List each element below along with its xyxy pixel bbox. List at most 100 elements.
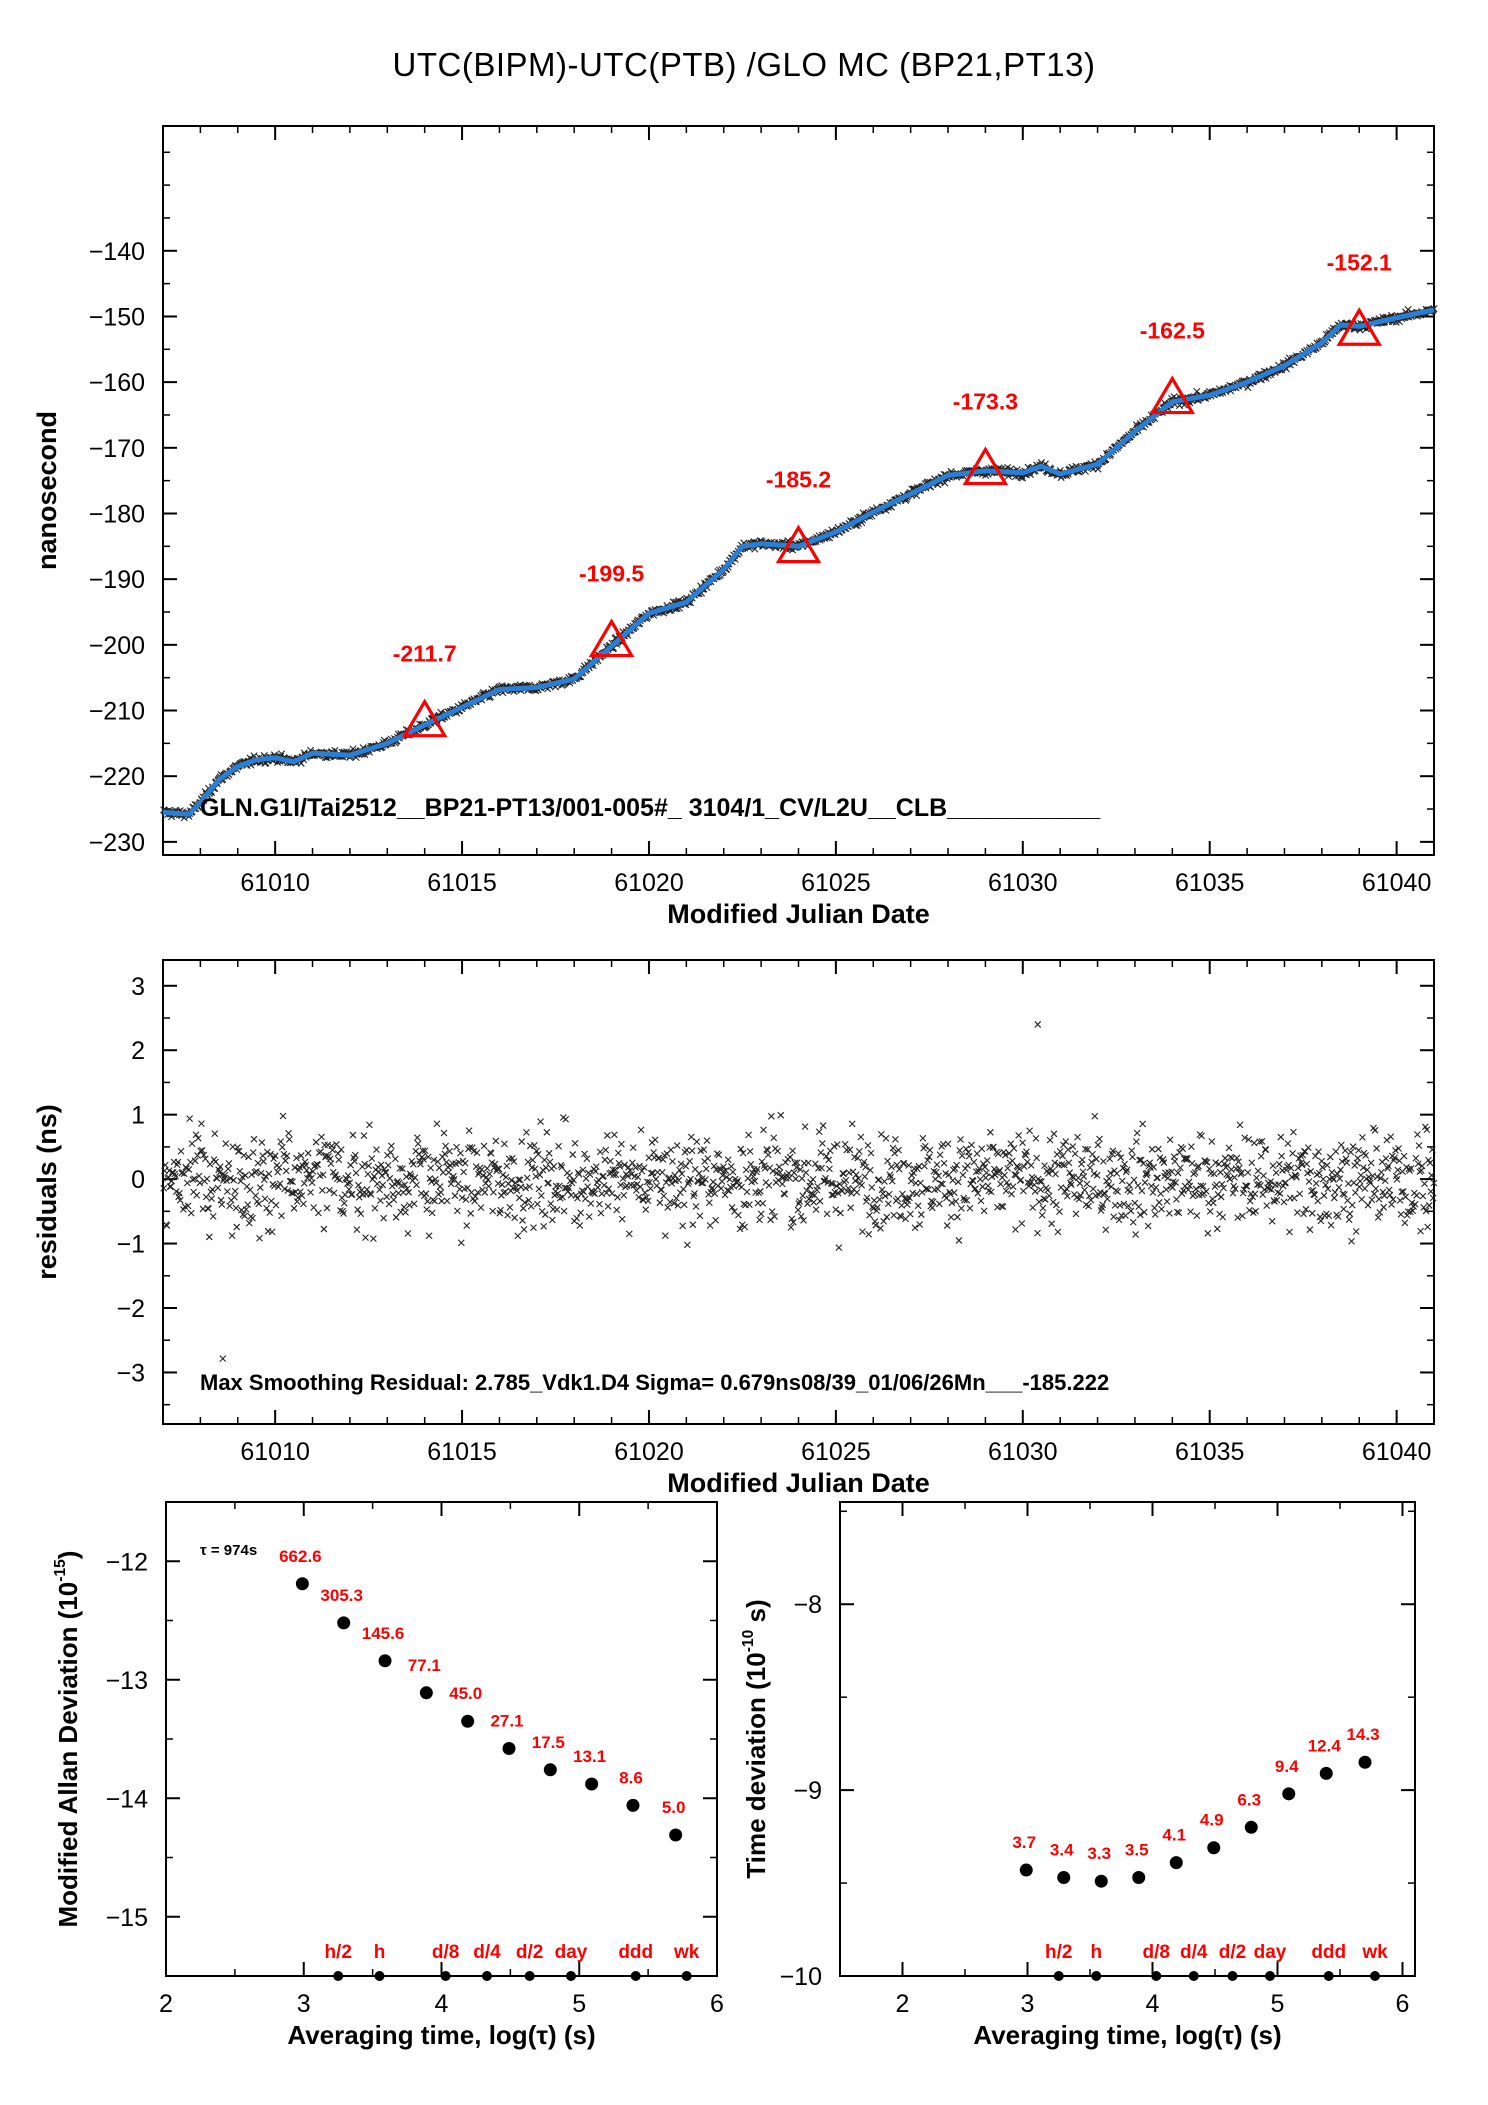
residual-point <box>245 1219 253 1227</box>
residual-point <box>489 1207 497 1215</box>
residual-point <box>1008 1190 1015 1198</box>
residual-point <box>1322 1181 1329 1189</box>
residual-point <box>518 1138 526 1145</box>
main-plot: 61010 61015 61020 61025 61030 61035 61040 −230 −… <box>32 125 1438 929</box>
residual-point <box>977 1197 985 1205</box>
deviation-point <box>1358 1755 1372 1769</box>
residual-point <box>536 1171 544 1179</box>
residual-point <box>188 1140 196 1147</box>
residual-point <box>399 1165 406 1173</box>
residual-point <box>882 1135 890 1142</box>
residual-point <box>1149 1189 1157 1196</box>
residual-point <box>430 1156 438 1164</box>
residual-point <box>1362 1152 1370 1159</box>
residual-point <box>361 1160 369 1168</box>
deviation-value-label: 4.9 <box>1200 1811 1224 1830</box>
residual-point <box>1336 1175 1344 1182</box>
residual-point <box>258 1139 266 1146</box>
residual-point <box>1327 1221 1335 1229</box>
residual-point <box>757 1210 765 1218</box>
residual-point <box>781 1190 789 1198</box>
deviation-value-label: 45.0 <box>449 1684 482 1703</box>
residual-point <box>1045 1169 1052 1177</box>
residual-point <box>357 1210 365 1218</box>
residual-point <box>802 1169 810 1177</box>
residual-point <box>848 1120 856 1128</box>
residual-point <box>695 1170 703 1177</box>
residual-point <box>1202 1158 1209 1166</box>
residual-point <box>382 1169 390 1176</box>
deviation-point <box>461 1714 475 1728</box>
y-tick-label: −2 <box>116 1295 145 1323</box>
residual-point <box>477 1204 485 1211</box>
residual-point <box>1389 1195 1397 1203</box>
residual-point <box>1323 1161 1331 1169</box>
residual-point <box>201 1155 209 1163</box>
residual-point <box>1004 1164 1012 1172</box>
residual-point <box>352 1169 360 1177</box>
residual-point <box>963 1196 971 1204</box>
time-marker-label: h <box>374 1942 386 1963</box>
residual-point <box>266 1209 274 1217</box>
residual-point <box>304 1149 312 1157</box>
residual-point <box>260 1158 267 1165</box>
residual-point <box>1046 1136 1054 1144</box>
residual-point <box>576 1222 584 1229</box>
residual-point <box>259 1152 267 1160</box>
residual-point <box>276 1180 284 1187</box>
residual-point <box>363 1185 371 1193</box>
residual-point <box>1312 1152 1319 1160</box>
residual-point <box>345 1185 353 1193</box>
residual-point <box>1335 1184 1343 1191</box>
residual-point <box>737 1145 745 1153</box>
residual-point <box>1099 1201 1107 1209</box>
residual-point <box>865 1230 873 1238</box>
residual-point <box>1224 1172 1232 1180</box>
residual-point <box>1018 1220 1026 1227</box>
residual-point <box>160 1184 168 1192</box>
residual-point <box>570 1176 577 1184</box>
residual-point <box>917 1211 925 1218</box>
residual-point <box>1209 1199 1217 1207</box>
residual-point <box>1324 1185 1332 1193</box>
residual-point <box>1107 1169 1114 1177</box>
time-marker-label: day <box>555 1942 588 1963</box>
residual-point <box>1027 1179 1034 1187</box>
residual-point <box>983 1169 990 1177</box>
residual-point <box>339 1207 347 1215</box>
residual-point <box>793 1159 801 1166</box>
residual-point <box>704 1155 712 1162</box>
deviation-point <box>337 1616 351 1630</box>
residual-point <box>1257 1152 1265 1160</box>
residual-point <box>1319 1175 1327 1183</box>
deviation-point <box>1207 1841 1221 1855</box>
y-tick-label: 1 <box>131 1102 145 1130</box>
reference-marker <box>1336 307 1383 346</box>
residual-point <box>439 1169 447 1176</box>
residual-point <box>557 1161 565 1169</box>
residual-point <box>534 1200 541 1208</box>
residual-point <box>1134 1182 1142 1189</box>
time-marker-label: h/2 <box>324 1942 351 1963</box>
residual-point <box>503 1162 511 1170</box>
residual-point <box>216 1169 223 1176</box>
residual-point <box>1218 1180 1226 1188</box>
residual-point <box>1411 1200 1419 1208</box>
residual-point <box>770 1134 778 1142</box>
residual-point <box>711 1190 719 1198</box>
residual-point <box>1315 1148 1322 1156</box>
residual-point <box>383 1193 391 1201</box>
residual-point <box>669 1157 676 1165</box>
residual-point <box>614 1149 622 1157</box>
residual-point <box>1256 1138 1264 1146</box>
residual-point <box>969 1177 977 1185</box>
residual-point <box>612 1171 620 1179</box>
x-axis-label: Modified Julian Date <box>667 1468 930 1498</box>
residual-point <box>171 1170 179 1178</box>
residual-point <box>643 1193 650 1201</box>
residual-point <box>906 1210 914 1218</box>
tau-note: τ = 974s <box>200 1542 257 1559</box>
residual-point <box>1063 1192 1071 1200</box>
residual-point <box>1294 1164 1302 1172</box>
residual-point <box>620 1191 628 1199</box>
